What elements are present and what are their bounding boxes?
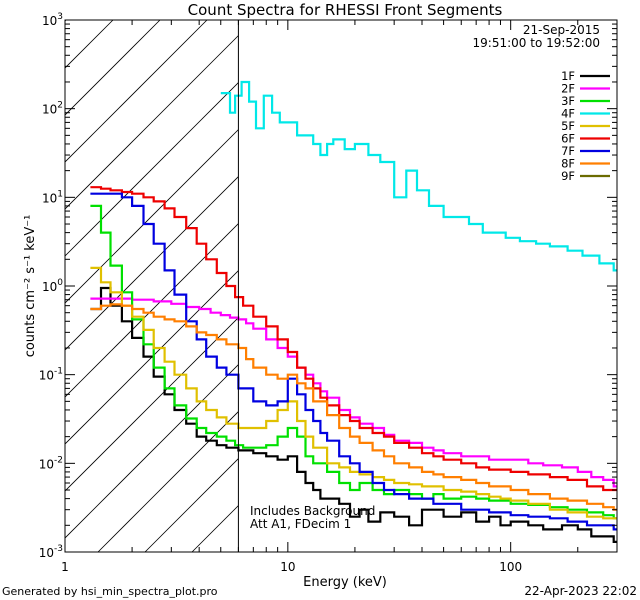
- series-line-4F: [220, 80, 617, 272]
- series-line-1F: [90, 286, 617, 543]
- chart-title: Count Spectra for RHESSI Front Segments: [188, 1, 503, 19]
- x-tick-label: 10: [280, 560, 295, 574]
- series-line-8F: [90, 303, 617, 511]
- legend-label-7F: 7F: [561, 144, 575, 158]
- legend-label-3F: 3F: [561, 94, 575, 108]
- y-tick-label: 102: [42, 101, 63, 117]
- series-layer: [90, 80, 617, 543]
- hatch-line: [65, 20, 302, 257]
- series-line-7F: [90, 192, 617, 531]
- background-note: Includes Background: [250, 504, 375, 518]
- y-tick-label: 10-2: [39, 455, 63, 471]
- y-axis: 103 102 101 100 10-1 10-2 10-3: [39, 12, 617, 560]
- series-line-2F: [90, 297, 617, 488]
- legend-label-1F: 1F: [561, 69, 575, 83]
- x-tick-label: 1: [61, 560, 69, 574]
- y-tick-label: 101: [42, 189, 63, 205]
- generator-note: Generated by hsi_min_spectra_plot.pro: [2, 585, 218, 598]
- legend-label-5F: 5F: [561, 119, 575, 133]
- legend-label-9F: 9F: [561, 169, 575, 183]
- y-tick-label: 103: [42, 12, 63, 28]
- time-range-label: 19:51:00 to 19:52:00: [473, 36, 600, 50]
- series-line-3F: [90, 204, 617, 520]
- legend-label-4F: 4F: [561, 107, 575, 121]
- generation-timestamp: 22-Apr-2023 22:02: [524, 584, 637, 598]
- x-axis-label: Energy (keV): [303, 575, 387, 590]
- y-tick-label: 10-3: [39, 544, 63, 560]
- attenuator-note: Att A1, FDecim 1: [250, 517, 351, 531]
- series-line-5F: [90, 266, 617, 520]
- x-axis: 1 10 100: [61, 20, 618, 574]
- date-label: 21-Sep-2015: [523, 23, 600, 37]
- legend-label-8F: 8F: [561, 157, 575, 171]
- hatch-line: [0, 20, 19, 552]
- y-tick-label: 100: [42, 278, 63, 294]
- legend-label-2F: 2F: [561, 82, 575, 96]
- hatch-line: [65, 20, 255, 210]
- x-tick-label: 100: [499, 560, 522, 574]
- legend-label-6F: 6F: [561, 132, 575, 146]
- hatch-line: [65, 20, 208, 163]
- y-tick-label: 10-1: [39, 367, 63, 383]
- attenuator-hatch-region: [0, 20, 617, 552]
- y-axis-label: counts cm⁻² s⁻¹ keV⁻¹: [23, 215, 38, 358]
